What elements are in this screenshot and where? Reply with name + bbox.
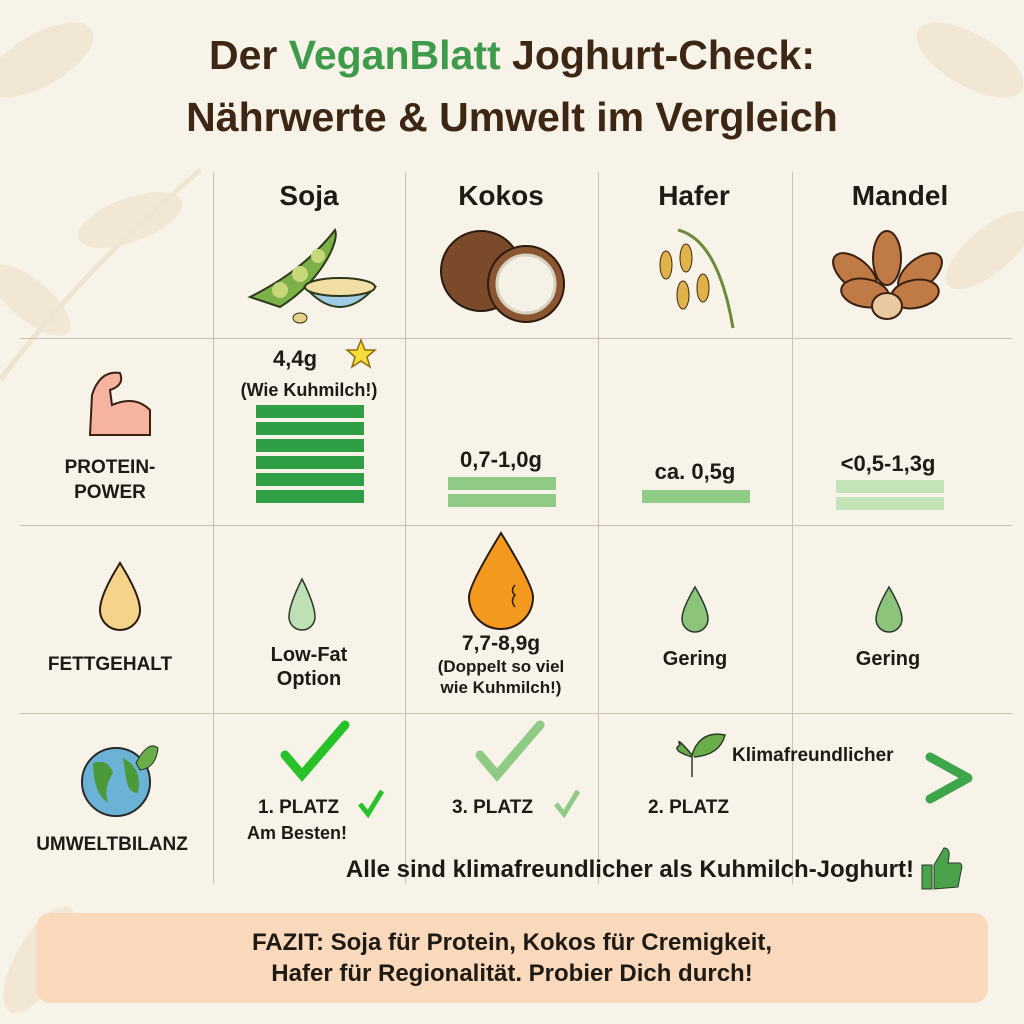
protein-bar-segment <box>256 422 364 435</box>
protein-bar-segment <box>256 490 364 503</box>
protein-bar-hafer <box>642 490 750 503</box>
oil-drop-icon <box>98 561 142 631</box>
check-icon <box>280 720 350 782</box>
best-note: Am Besten! <box>247 823 348 843</box>
small-drop-icon <box>875 585 903 633</box>
grid-line <box>20 338 1012 339</box>
column-header-mandel: Mandel <box>851 180 949 211</box>
thumbs-up-icon <box>921 847 963 890</box>
rank-hafer: 2. PLATZ <box>648 797 729 818</box>
row-label-fat: FETTGEHALT <box>47 654 173 675</box>
row-label-environment: UMWELTBILANZ <box>36 834 188 855</box>
rank-soja: 1. PLATZ <box>258 797 339 818</box>
globe-icon <box>81 745 159 817</box>
protein-bar-segment <box>256 456 364 469</box>
oat-icon <box>659 228 735 329</box>
fazit-line-1: FAZIT: Soja für Protein, Kokos für Cremi… <box>251 929 773 956</box>
fat-note-kokos: (Doppelt so viel wie Kuhmilch!) <box>437 657 565 697</box>
grid-line <box>213 172 214 884</box>
protein-bar-segment <box>256 405 364 418</box>
protein-bar-segment <box>448 494 556 507</box>
rank-kokos: 3. PLATZ <box>452 797 533 818</box>
coconut-icon <box>440 230 565 323</box>
arrow-label: Klimafreundlicher <box>732 745 894 766</box>
sprout-icon <box>676 733 726 777</box>
fazit-line-2: Hafer für Regionalität. Probier Dich dur… <box>271 960 753 987</box>
check-icon <box>358 789 385 818</box>
climate-arrow <box>230 720 973 804</box>
protein-bar-segment <box>642 490 750 503</box>
protein-value-hafer: ca. 0,5g <box>654 459 736 484</box>
check-icon <box>554 789 581 818</box>
large-orange-drop-icon <box>467 531 535 630</box>
grid-line <box>405 172 406 884</box>
protein-note-soja: (Wie Kuhmilch!) <box>240 380 378 400</box>
check-icon <box>475 720 545 782</box>
brand-name: VeganBlatt <box>288 32 501 78</box>
protein-bar-segment <box>836 480 944 493</box>
protein-value-soja: 4,4g <box>272 346 318 371</box>
protein-bar-soja <box>256 405 364 503</box>
fazit-box: FAZIT: Soja für Protein, Kokos für Cremi… <box>36 913 988 1003</box>
grid-line <box>598 172 599 884</box>
protein-bar-mandel <box>836 480 944 510</box>
column-header-hafer: Hafer <box>658 180 730 211</box>
protein-value-kokos: 0,7-1,0g <box>460 447 542 472</box>
protein-bar-segment <box>836 497 944 510</box>
environment-summary: Alle sind klimafreundlicher als Kuhmilch… <box>345 856 914 883</box>
column-header-soja: Soja <box>279 180 339 211</box>
grid-line <box>792 172 793 884</box>
row-label-protein: PROTEIN- POWER <box>64 457 156 503</box>
protein-bar-segment <box>256 439 364 452</box>
soybean-bowl-icon <box>247 228 378 324</box>
fat-value-soja: Low-Fat Option <box>270 644 348 690</box>
grid-line <box>20 713 1012 714</box>
protein-bar-segment <box>256 473 364 486</box>
fat-value-hafer: Gering <box>662 648 728 670</box>
star-icon <box>345 338 377 369</box>
protein-bar-segment <box>448 477 556 490</box>
protein-value-mandel: <0,5-1,3g <box>840 451 936 476</box>
grid-line <box>20 525 1012 526</box>
page-subtitle: Nährwerte & Umwelt im Vergleich <box>186 94 838 140</box>
flexed-arm-icon <box>88 371 151 436</box>
almond-icon <box>832 230 943 320</box>
column-header-kokos: Kokos <box>458 180 544 211</box>
protein-bar-kokos <box>448 477 556 507</box>
page-title: Der VeganBlatt Joghurt-Check: <box>208 32 815 78</box>
fat-value-mandel: Gering <box>855 648 921 670</box>
small-drop-icon <box>681 585 709 633</box>
fat-value-kokos: 7,7-8,9g <box>461 632 541 655</box>
small-drop-icon <box>288 577 316 631</box>
